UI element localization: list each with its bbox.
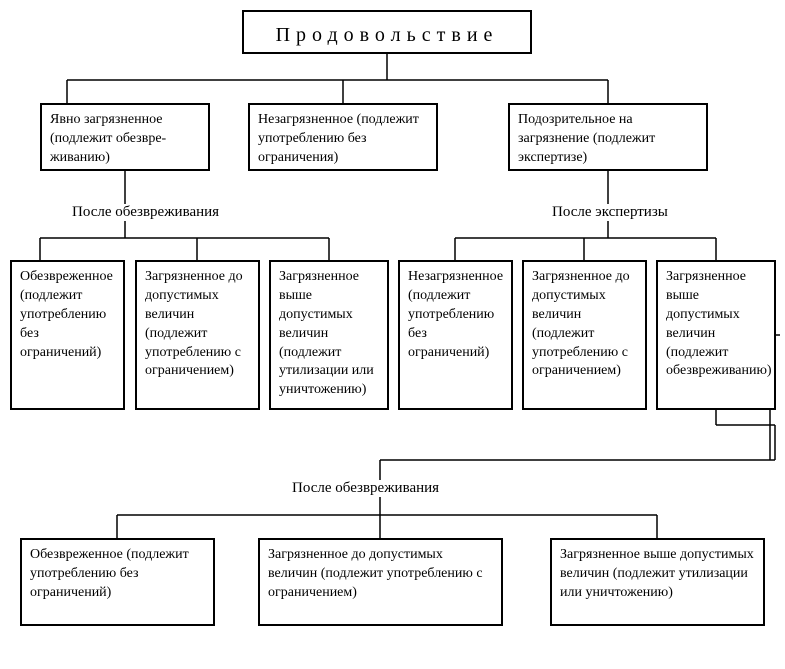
label-after-decon-1: После обезвреживания — [70, 204, 221, 221]
node-lvl2-c1: Незагрязненное (подлежит употреблению бе… — [398, 260, 513, 410]
node-lvl2-a1: Обезвреженное (подлежит употреблению без… — [10, 260, 125, 410]
node-lvl3-1: Обезвреженное (подлежит употреблению без… — [20, 538, 215, 626]
node-lvl2-a2: Загрязненное до допустимых величин (подл… — [135, 260, 260, 410]
node-lvl3-2: Загрязненное до допустимых величин (подл… — [258, 538, 503, 626]
node-root: Продовольствие — [242, 10, 532, 54]
node-lvl1-clean: Незагрязненное (подлежит употреблению бе… — [248, 103, 438, 171]
node-lvl3-3: Загрязненное выше допустимых величин (по… — [550, 538, 765, 626]
node-lvl2-c2: Загрязненное до допустимых величин (подл… — [522, 260, 647, 410]
node-lvl2-c3: Загрязненное выше допустимых величин (по… — [656, 260, 776, 410]
label-after-expertise: После экспертизы — [550, 204, 670, 221]
node-lvl1-contaminated: Явно загрязненное (подлежит обезвре-жива… — [40, 103, 210, 171]
node-lvl2-a3: Загрязненное выше допустимых величин (по… — [269, 260, 389, 410]
node-lvl1-suspicious: Подозрительное на загрязнение (подлежит … — [508, 103, 708, 171]
label-after-decon-2: После обезвреживания — [290, 480, 441, 497]
